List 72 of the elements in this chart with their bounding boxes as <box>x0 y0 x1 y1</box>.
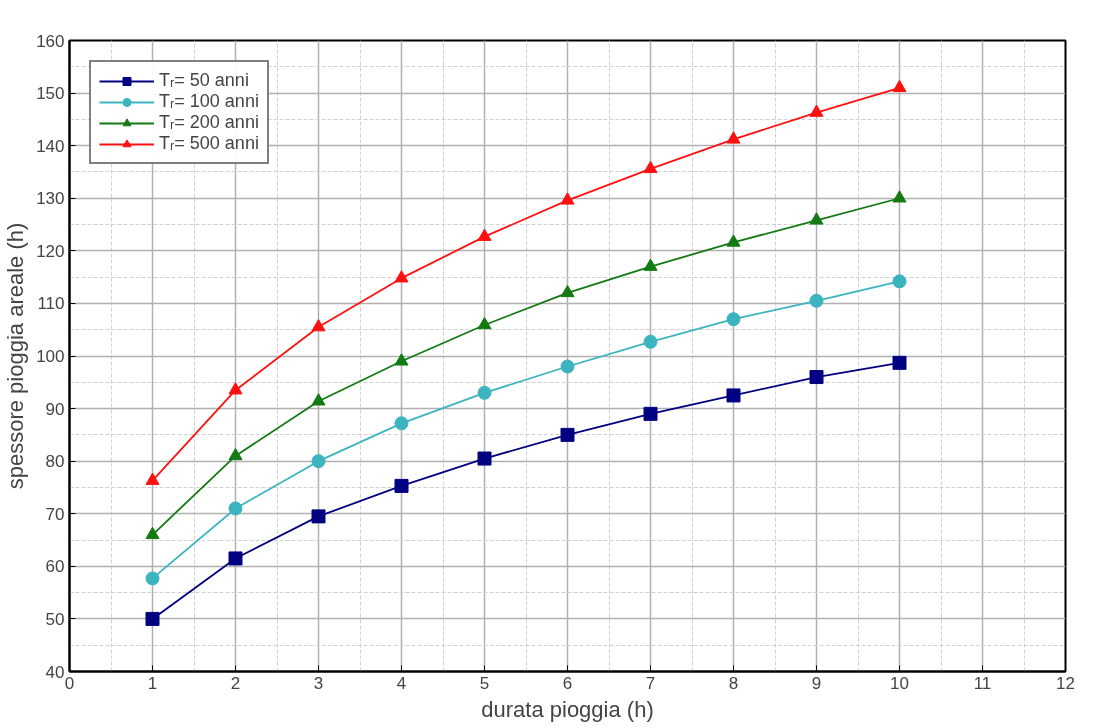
y-tick-label: 50 <box>45 609 65 629</box>
legend-label: Tᵣ= 50 anni <box>159 70 249 91</box>
point <box>643 406 658 421</box>
x-tick-label: 2 <box>230 673 241 693</box>
y-tick-label: 100 <box>36 347 65 366</box>
x-tick-label: 5 <box>479 673 490 693</box>
point <box>643 160 658 174</box>
x-tick-label: 12 <box>1056 673 1075 693</box>
legend-label: Tᵣ= 200 anni <box>159 112 259 133</box>
point <box>560 284 575 298</box>
y-tick-label: 70 <box>45 504 65 524</box>
point <box>145 526 160 540</box>
x-tick-label: 0 <box>64 673 75 693</box>
x-tick-label: 1 <box>147 673 158 693</box>
legend-label: Tᵣ= 500 anni <box>159 133 259 154</box>
point <box>726 234 741 247</box>
point <box>477 316 492 330</box>
x-tick-label: 3 <box>313 673 324 693</box>
point <box>311 454 326 469</box>
point <box>892 355 907 370</box>
x-tick-label: 10 <box>890 673 909 693</box>
point <box>809 212 824 225</box>
y-tick-label: 120 <box>36 241 65 261</box>
x-axis-title: durata pioggia (h) <box>481 696 654 722</box>
point <box>809 293 824 308</box>
point <box>560 192 575 205</box>
point <box>228 447 243 461</box>
point <box>311 393 326 406</box>
y-tick-label: 150 <box>36 84 65 104</box>
y-tick-label: 140 <box>36 136 65 156</box>
point <box>145 611 160 626</box>
point <box>394 478 409 493</box>
point <box>560 359 575 374</box>
point <box>809 104 824 117</box>
point <box>892 79 907 93</box>
x-tick-label: 4 <box>396 673 407 693</box>
y-axis-title: spessore pioggia areale (h) <box>3 222 29 490</box>
y-tick-label: 90 <box>45 399 65 419</box>
y-tick-label: 130 <box>36 189 65 209</box>
point <box>228 382 243 395</box>
point <box>726 388 741 403</box>
point <box>394 270 409 283</box>
y-tick-label: 40 <box>45 662 65 682</box>
point <box>145 472 160 485</box>
point <box>726 131 741 144</box>
x-tick-label: 11 <box>973 673 992 693</box>
point <box>145 571 160 586</box>
point <box>394 353 409 366</box>
point <box>726 312 741 327</box>
point <box>643 334 658 349</box>
point <box>892 274 907 289</box>
y-tick-label: 110 <box>37 294 65 314</box>
point <box>809 370 824 385</box>
y-tick-label: 60 <box>45 557 65 577</box>
point <box>477 451 492 466</box>
y-tick-label: 160 <box>36 31 65 51</box>
point <box>311 509 326 524</box>
x-tick-label: 8 <box>728 673 739 693</box>
x-tick-label: 7 <box>645 673 656 693</box>
point <box>560 427 575 442</box>
point <box>394 416 409 431</box>
y-tick-label: 80 <box>45 452 65 472</box>
x-tick-label: 6 <box>562 673 573 693</box>
point <box>643 258 658 271</box>
point <box>228 501 243 516</box>
x-tick-label: 9 <box>811 673 822 693</box>
point <box>477 228 492 241</box>
point <box>892 190 907 203</box>
point <box>228 551 243 566</box>
point <box>311 319 326 332</box>
point <box>477 385 492 400</box>
legend-label: Tᵣ= 100 anni <box>159 91 259 112</box>
